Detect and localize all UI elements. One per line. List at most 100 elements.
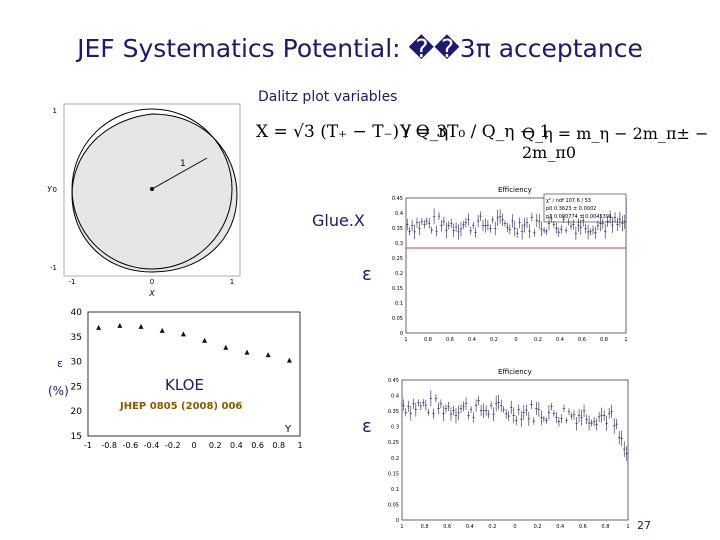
eff-bot-ytick-label: 0.1 xyxy=(391,487,399,493)
equation-x-definition: X = √3 (T₊ − T₋) / Q_η xyxy=(256,122,449,142)
kloe-xtick-label: -0.8 xyxy=(101,441,117,450)
kloe-data-point xyxy=(180,331,186,337)
efficiency-vs-y-plot: Efficiency 0.45 0.4 0.35 0.3 0.25 0.2 0.15 0.1 0… xyxy=(372,364,634,536)
epsilon-label-top: ε xyxy=(362,264,372,285)
dalitz-radius-label: 1 xyxy=(180,159,186,169)
eff-bot-ytick-label: 0.15 xyxy=(388,471,399,477)
eff-bot-ytick-label: 0.3 xyxy=(391,425,399,431)
dalitz-xtick: -1 xyxy=(69,278,76,286)
page-number: 27 xyxy=(637,519,651,532)
kloe-ylabel-unit: (%) xyxy=(48,384,69,398)
eff-bot-background xyxy=(372,364,634,536)
eff-bot-xtick-label: 0.2 xyxy=(488,524,496,530)
dalitz-boundary xyxy=(71,113,238,273)
kloe-data-point xyxy=(117,322,123,328)
eff-top-xtick-label: 0.6 xyxy=(446,337,454,343)
efficiency-vs-x-plot: Efficiency χ² / ndf 107.6 / 53 p0 0.3623… xyxy=(378,182,634,354)
eff-top-ytick-label: 0.2 xyxy=(395,271,403,277)
equation-y-definition: Y = 3T₀ / Q_η − 1 xyxy=(400,122,551,142)
kloe-label: KLOE xyxy=(165,376,204,394)
eff-top-xtick-label: 1 xyxy=(624,337,627,343)
eff-top-stat: p1 0.000774 ± 0.0045391 xyxy=(546,214,612,220)
equation-q-definition: Q_η = m_η − 2m_π± − 2m_π0 xyxy=(522,124,709,162)
eff-bot-xtick-label: 0.8 xyxy=(421,524,429,530)
eff-bot-ytick-label: 0.2 xyxy=(391,456,399,462)
eff-top-xtick-label: 0.4 xyxy=(556,337,564,343)
jhep-reference: JHEP 0805 (2008) 006 xyxy=(119,401,242,412)
eff-top-ytick-label: 0.4 xyxy=(395,211,403,217)
kloe-data-point xyxy=(286,357,292,363)
kloe-data-point xyxy=(159,327,165,333)
slide-title: JEF Systematics Potential: ��3π acceptan… xyxy=(77,34,643,63)
eff-bot-xtick-label: 0.6 xyxy=(443,524,451,530)
kloe-data-point xyxy=(96,324,102,330)
eff-bot-ytick-label: 0.25 xyxy=(388,440,399,446)
kloe-data-point xyxy=(244,349,250,355)
kloe-xtick-label: -0.6 xyxy=(123,441,139,450)
eff-top-xtick-label: 0.2 xyxy=(490,337,498,343)
dalitz-plot: 1 1 0 -1 Y -1 0 1 X xyxy=(47,103,241,298)
dalitz-center xyxy=(150,187,154,191)
dalitz-xtick: 0 xyxy=(150,278,154,286)
eff-bot-xtick-label: 0.6 xyxy=(579,524,587,530)
kloe-xtick-label: 0.6 xyxy=(251,441,264,450)
eff-bot-xtick-label: 1 xyxy=(626,524,629,530)
eff-top-frame xyxy=(405,197,627,334)
dalitz-frame xyxy=(63,103,241,277)
kloe-xlabel: Y xyxy=(284,424,292,435)
eff-top-xtick-label: 0.4 xyxy=(468,337,476,343)
eff-bot-title: Efficiency xyxy=(498,368,532,376)
kloe-ytick-label: 40 xyxy=(71,308,83,318)
kloe-efficiency-plot: 40 35 30 25 20 15 -1 -0.8 -0.6 -0.4 -0.2 0 0.2 0.4 0.… xyxy=(48,308,303,450)
eff-bot-ytick-label: 0.45 xyxy=(388,378,399,384)
kloe-ytick-label: 35 xyxy=(71,333,82,343)
eff-top-stat: p0 0.3623 ± 0.0002 xyxy=(546,206,596,212)
dalitz-circle xyxy=(71,108,233,270)
kloe-xtick-label: 1 xyxy=(297,441,302,450)
eff-top-ytick-label: 0.05 xyxy=(392,316,403,322)
eff-top-ytick-label: 0.1 xyxy=(395,301,403,307)
dalitz-xtick: 1 xyxy=(230,278,234,286)
kloe-xtick-label: -0.2 xyxy=(165,441,181,450)
eff-top-stat: χ² / ndf 107.6 / 53 xyxy=(546,198,591,204)
eff-top-ytick-label: 0.35 xyxy=(392,226,403,232)
gluex-label: Glue.X xyxy=(312,211,365,230)
eff-top-title: Efficiency xyxy=(498,186,532,194)
dalitz-radius-line xyxy=(151,157,208,190)
kloe-ytick-label: 20 xyxy=(71,407,83,417)
eff-top-ytick-label: 0.45 xyxy=(392,196,403,202)
dalitz-y-label: Y xyxy=(47,185,53,194)
eff-top-xtick-label: 0.8 xyxy=(424,337,432,343)
eff-bot-ytick-label: 0.35 xyxy=(388,409,399,415)
kloe-ytick-label: 25 xyxy=(71,382,82,392)
eff-bot-xtick-label: 0 xyxy=(513,524,516,530)
kloe-data-point xyxy=(138,323,144,329)
eff-top-xtick-label: 0.2 xyxy=(534,337,542,343)
kloe-xtick-label: 0.4 xyxy=(230,441,243,450)
kloe-ytick-label: 15 xyxy=(71,432,82,442)
kloe-xtick-label: 0.2 xyxy=(209,441,222,450)
kloe-xtick-label: 0 xyxy=(191,441,196,450)
eff-bot-xtick-label: 1 xyxy=(400,524,403,530)
eff-bot-ytick-label: 0 xyxy=(396,518,399,524)
epsilon-label-bottom: ε xyxy=(362,416,372,437)
kloe-ylabel-symbol: ε xyxy=(57,357,63,370)
kloe-data-point xyxy=(223,344,229,350)
eff-top-ytick-label: 0 xyxy=(400,331,403,337)
eff-top-ytick-label: 0.3 xyxy=(395,241,403,247)
eff-bot-frame xyxy=(401,379,629,521)
kloe-xtick-label: -1 xyxy=(84,441,92,450)
eff-top-xtick-label: 0 xyxy=(514,337,517,343)
dalitz-ytick: 1 xyxy=(53,107,57,115)
eff-top-ytick-label: 0.25 xyxy=(392,256,403,262)
eff-top-xtick-label: 0.6 xyxy=(578,337,586,343)
eff-bot-xtick-label: 0.2 xyxy=(534,524,542,530)
kloe-xtick-label: 0.8 xyxy=(272,441,285,450)
kloe-xtick-label: -0.4 xyxy=(144,441,160,450)
eff-top-xtick-label: 0.8 xyxy=(600,337,608,343)
eff-bot-ytick-label: 0.4 xyxy=(391,394,399,400)
eff-top-xtick-label: 1 xyxy=(404,337,407,343)
kloe-data-point xyxy=(202,337,208,343)
slide-subtitle: Dalitz plot variables xyxy=(258,89,398,105)
eff-bot-ytick-label: 0.05 xyxy=(388,502,399,508)
